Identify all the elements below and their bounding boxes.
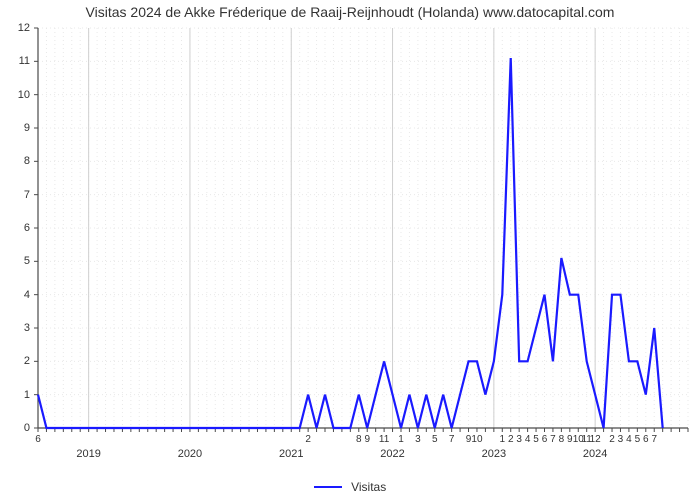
y-tick-label: 2: [0, 355, 30, 367]
x-tick-label-major: 2020: [178, 448, 202, 460]
y-tick-label: 12: [0, 22, 30, 34]
chart-title: Visitas 2024 de Akke Fréderique de Raaij…: [0, 4, 700, 20]
x-tick-label-minor: 7: [550, 434, 556, 445]
chart-container: Visitas 2024 de Akke Fréderique de Raaij…: [0, 0, 700, 500]
x-tick-label-minor: 3: [415, 434, 421, 445]
x-tick-label-minor: 4: [626, 434, 632, 445]
x-tick-label-minor: 12: [590, 434, 601, 445]
plot-area: [38, 28, 688, 428]
legend: Visitas: [0, 479, 700, 494]
x-tick-label-minor: 5: [635, 434, 641, 445]
y-tick-label: 11: [0, 55, 30, 67]
y-tick-label: 8: [0, 155, 30, 167]
x-tick-label-minor: 3: [516, 434, 522, 445]
x-tick-label-minor: 8: [559, 434, 565, 445]
y-tick-label: 7: [0, 189, 30, 201]
x-tick-label-minor: 10: [471, 434, 482, 445]
x-tick-label-major: 2021: [279, 448, 303, 460]
x-tick-label-minor: 7: [449, 434, 455, 445]
y-tick-label: 6: [0, 222, 30, 234]
x-tick-label-major: 2024: [583, 448, 607, 460]
x-tick-label-minor: 7: [651, 434, 657, 445]
x-tick-label-minor: 2: [609, 434, 615, 445]
x-tick-label-minor: 6: [542, 434, 548, 445]
x-tick-label-minor: 11: [379, 434, 389, 445]
y-tick-label: 5: [0, 255, 30, 267]
y-tick-label: 0: [0, 422, 30, 434]
x-tick-label-major: 2022: [380, 448, 404, 460]
x-tick-label-minor: 6: [643, 434, 649, 445]
legend-line-icon: [314, 486, 342, 488]
x-tick-label-minor: 8: [356, 434, 362, 445]
x-tick-label-minor: 2: [305, 434, 311, 445]
x-tick-label-major: 2019: [76, 448, 100, 460]
y-tick-label: 3: [0, 322, 30, 334]
x-tick-label-minor: 1: [398, 434, 404, 445]
legend-label: Visitas: [351, 480, 386, 494]
y-tick-label: 4: [0, 289, 30, 301]
x-tick-label-minor: 5: [432, 434, 438, 445]
y-tick-label: 10: [0, 89, 30, 101]
x-tick-label-minor: 6: [35, 434, 41, 445]
x-tick-label-minor: 4: [525, 434, 531, 445]
x-tick-label-major: 2023: [482, 448, 506, 460]
x-tick-label-minor: 2: [508, 434, 514, 445]
x-tick-label-minor: 1: [500, 434, 506, 445]
y-tick-label: 9: [0, 122, 30, 134]
chart-svg: [38, 28, 688, 428]
y-tick-label: 1: [0, 389, 30, 401]
x-tick-label-minor: 9: [364, 434, 370, 445]
x-axis-labels: 6289111357910123456789101112234567201920…: [38, 434, 688, 468]
x-tick-label-minor: 3: [618, 434, 624, 445]
x-tick-label-minor: 5: [533, 434, 539, 445]
